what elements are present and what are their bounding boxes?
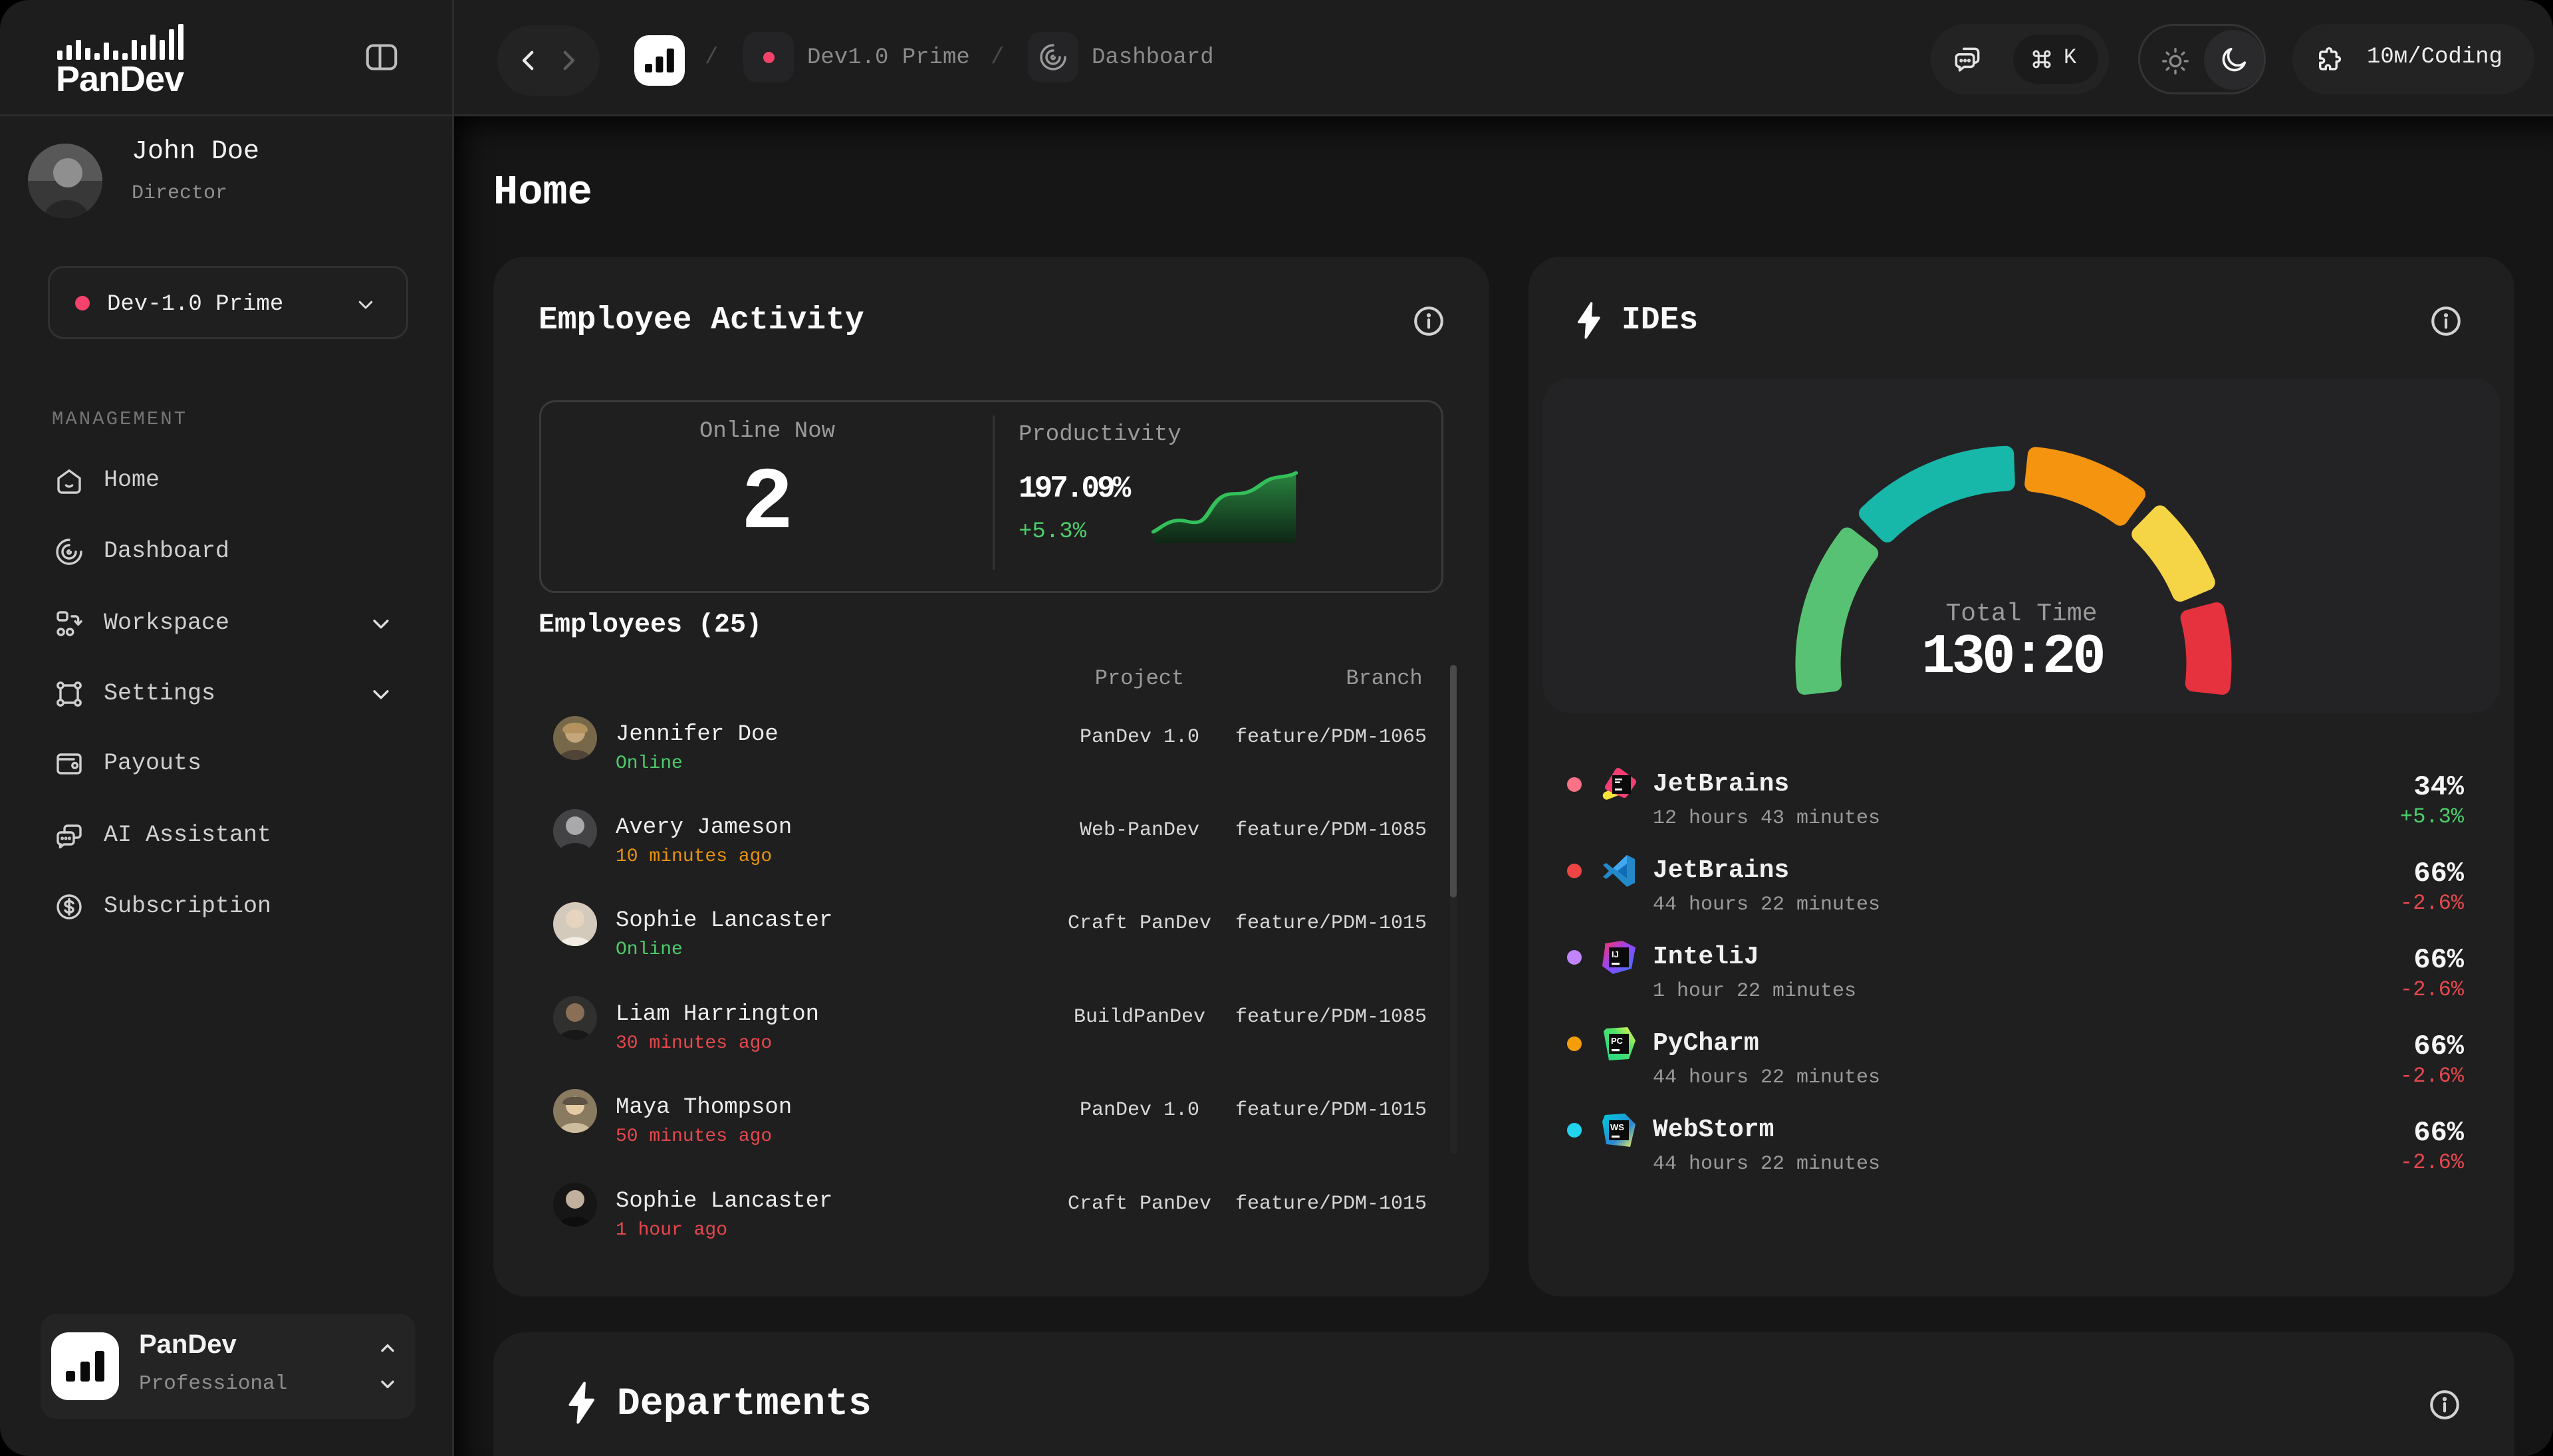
svg-text:PC: PC — [1611, 1036, 1624, 1046]
svg-text:WS: WS — [1610, 1122, 1624, 1132]
svg-text:IJ: IJ — [1612, 949, 1619, 959]
